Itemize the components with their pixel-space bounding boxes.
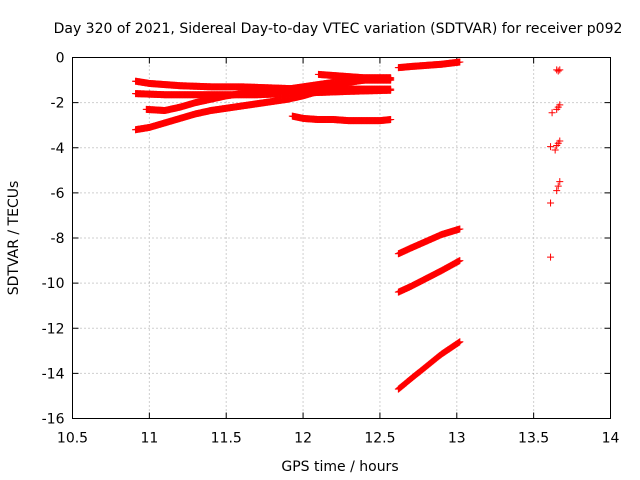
- track-4-point: [387, 116, 395, 124]
- y-tick-label: -10: [42, 276, 65, 292]
- y-tick-label: -4: [51, 141, 65, 157]
- scatter-point: [554, 67, 562, 75]
- y-tick-label: -12: [42, 321, 65, 337]
- axis-ticks: 10.5 11 11.5 12 12.5 13 13.5 14 0 -2 -4 -6 -8 -10 -12 -…: [42, 51, 620, 447]
- track-9-point: [456, 338, 464, 346]
- track-7-point: [456, 225, 464, 233]
- plot-frame: [72, 57, 611, 419]
- scatter-point: [551, 146, 559, 154]
- y-tick-label: -2: [51, 96, 65, 112]
- scatter-point: [547, 143, 555, 151]
- y-axis-label: SDTVAR / TECUs: [6, 181, 22, 296]
- x-tick-label: 14: [602, 431, 620, 447]
- x-tick-label: 13.5: [518, 431, 549, 447]
- scatter-point: [556, 178, 564, 186]
- scatter-point: [556, 137, 564, 145]
- x-axis-label: GPS time / hours: [281, 459, 398, 475]
- scatter-point: [547, 199, 555, 207]
- chart-title: Day 320 of 2021, Sidereal Day-to-day VTE…: [54, 21, 623, 37]
- data-marks: [132, 58, 564, 393]
- track-6-point: [456, 58, 464, 66]
- x-tick-label: 13: [448, 431, 466, 447]
- scatter-point: [553, 187, 561, 195]
- x-tick-label: 12: [294, 431, 312, 447]
- track-5-point: [387, 74, 395, 82]
- x-tick-label: 12.5: [364, 431, 395, 447]
- y-tick-label: -14: [42, 366, 65, 382]
- track-8-point: [456, 257, 464, 265]
- x-tick-label: 11: [140, 431, 158, 447]
- x-tick-label: 11.5: [211, 431, 242, 447]
- y-tick-label: -16: [42, 412, 65, 428]
- y-tick-label: -6: [51, 186, 65, 202]
- y-tick-label: -8: [51, 231, 65, 247]
- scatter-point: [548, 109, 556, 117]
- scatter-point: [554, 182, 562, 190]
- scatter-point: [547, 253, 555, 261]
- scatter-point: [556, 66, 564, 74]
- scatter-point: [556, 101, 564, 109]
- x-tick-label: 10.5: [57, 431, 88, 447]
- track-1-point: [387, 86, 395, 94]
- y-tick-label: 0: [56, 51, 65, 67]
